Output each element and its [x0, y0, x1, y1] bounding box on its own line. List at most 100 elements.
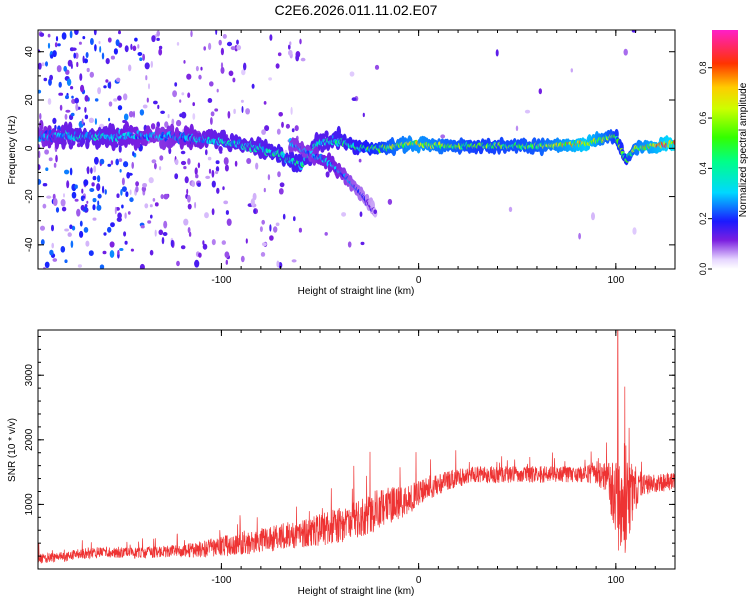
spectrogram-speckle: [123, 113, 129, 121]
spectrogram-speckle: [79, 230, 84, 238]
spectrogram-speckle: [115, 39, 120, 47]
spectrogram-speckle: [69, 224, 73, 230]
spectrogram-speckle: [264, 125, 270, 132]
spectrogram-speckle: [80, 84, 85, 93]
spectrogram-speckle: [53, 162, 57, 168]
spectrogram-speckle: [82, 36, 86, 40]
spectrogram-speckle: [253, 208, 256, 214]
spectrogram-speckle: [194, 201, 197, 209]
spectrogram-speckle: [205, 149, 208, 156]
spectrogram-speckle: [83, 58, 88, 64]
spectrogram-speckle: [172, 90, 178, 98]
spectrogram-speckle: [154, 162, 157, 170]
spectrogram-speckle: [135, 181, 140, 187]
spectrogram-speckle: [135, 185, 139, 193]
snr-x-tick-label: 0: [416, 575, 422, 586]
spectrogram-speckle: [137, 52, 143, 56]
spectrogram-speckle: [251, 83, 255, 89]
spectrogram-speckle: [39, 32, 45, 37]
spectrogram-speckle: [113, 98, 118, 102]
spectrogram-speckle: [38, 178, 42, 185]
spectrogram-speckle: [64, 228, 69, 232]
spectrogram-speckle: [83, 179, 89, 187]
spectrogram-speckle: [225, 259, 228, 265]
spectrogram-speckle: [198, 74, 202, 80]
spectrogram-speckle: [38, 89, 42, 94]
spectrogram-speckle: [38, 62, 42, 70]
spectrogram-speckle: [38, 150, 41, 159]
spectrogram-speckle: [132, 45, 137, 52]
colorbar-tick-label: 0.8: [698, 61, 708, 74]
spectrogram-speckle: [123, 231, 127, 237]
spectrogram-speckle: [99, 158, 105, 165]
colorbar-gradient: [712, 30, 738, 269]
snr-y-label: SNR (10 * v/v): [7, 418, 18, 482]
spectrogram-speckle: [207, 156, 212, 161]
spectrogram-speckle: [324, 232, 328, 236]
spectrogram-speckle: [102, 250, 107, 255]
spectrogram-speckle: [38, 164, 41, 171]
spectrogram-speckle: [82, 195, 86, 199]
spectrogram-speckle: [144, 62, 150, 70]
spectrogram-speckle: [156, 37, 160, 42]
spectrogram-x-tick-label: 0: [416, 275, 422, 286]
spectrogram-speckle: [158, 48, 163, 56]
spectrogram-speckle: [300, 57, 306, 62]
spectrogram-speckle: [40, 239, 45, 246]
spectrogram-speckle: [194, 259, 200, 268]
spectrogram-speckle: [118, 30, 121, 35]
spectrogram-speckle: [222, 34, 227, 39]
spectrogram-speckle: [54, 42, 58, 48]
spectrogram-speckle: [181, 111, 187, 119]
spectrogram-speckle: [154, 229, 157, 237]
spectrogram-speckle: [215, 160, 220, 165]
spectrogram-speckle: [288, 49, 293, 56]
spectrogram-y-tick-label: -40: [24, 237, 35, 252]
spectrogram-speckle: [94, 44, 97, 52]
spectrogram-frame: [37, 29, 676, 270]
spectrogram-ridge-halo: [160, 126, 166, 134]
spectrogram-speckle: [39, 113, 42, 120]
spectrogram-speckle: [291, 259, 297, 263]
spectrogram-speckle: [51, 242, 54, 249]
spectrogram-speckle: [181, 92, 185, 96]
spectrogram-speckle: [255, 162, 259, 170]
spectrogram-speckle: [85, 240, 90, 247]
spectrogram-speckle: [71, 95, 74, 99]
spectrogram-speckle: [218, 39, 222, 46]
spectrogram-speckle: [117, 95, 122, 101]
spectrogram-speckle: [69, 167, 73, 176]
spectrogram-x-tick-label: -100: [211, 275, 231, 286]
spectrogram-speckle: [47, 42, 51, 49]
spectrogram-speckle: [139, 263, 145, 269]
spectrogram-speckle: [208, 168, 212, 174]
spectrogram-speckle: [194, 167, 198, 176]
spectrogram-speckle: [223, 157, 229, 166]
spectrogram-speckle: [278, 188, 284, 195]
spectrogram-speckle: [269, 224, 272, 232]
spectrogram-speckle: [67, 232, 72, 237]
spectrogram-speckle: [174, 158, 179, 166]
spectrogram-speckle: [44, 261, 50, 268]
spectrogram-speckle: [137, 44, 140, 49]
spectrogram-speckle: [233, 108, 236, 114]
spectrogram-speckle: [245, 238, 248, 244]
spectrogram-speckle: [92, 198, 97, 203]
spectrogram-speckle: [261, 219, 266, 225]
spectrogram-speckle: [139, 109, 145, 116]
spectrogram-speckle: [88, 117, 94, 124]
spectrogram-speckle: [226, 41, 233, 47]
spectrogram-speckle: [349, 71, 355, 77]
colorbar-ticks: 0.0 0.2 0.4 0.6 0.8: [698, 61, 712, 275]
spectrogram-speckle: [151, 159, 157, 164]
spectrogram-speckle: [171, 118, 175, 126]
spectrogram-speckle: [158, 45, 163, 50]
spectrogram-speckle: [70, 112, 75, 117]
spectrogram-speckle: [130, 248, 134, 252]
spectrogram-speckle: [176, 119, 182, 127]
spectrogram-speckle: [180, 150, 186, 155]
spectrogram-speckle: [50, 54, 54, 59]
spectrogram-speckle: [99, 264, 105, 269]
spectrogram-speckle: [162, 232, 168, 236]
